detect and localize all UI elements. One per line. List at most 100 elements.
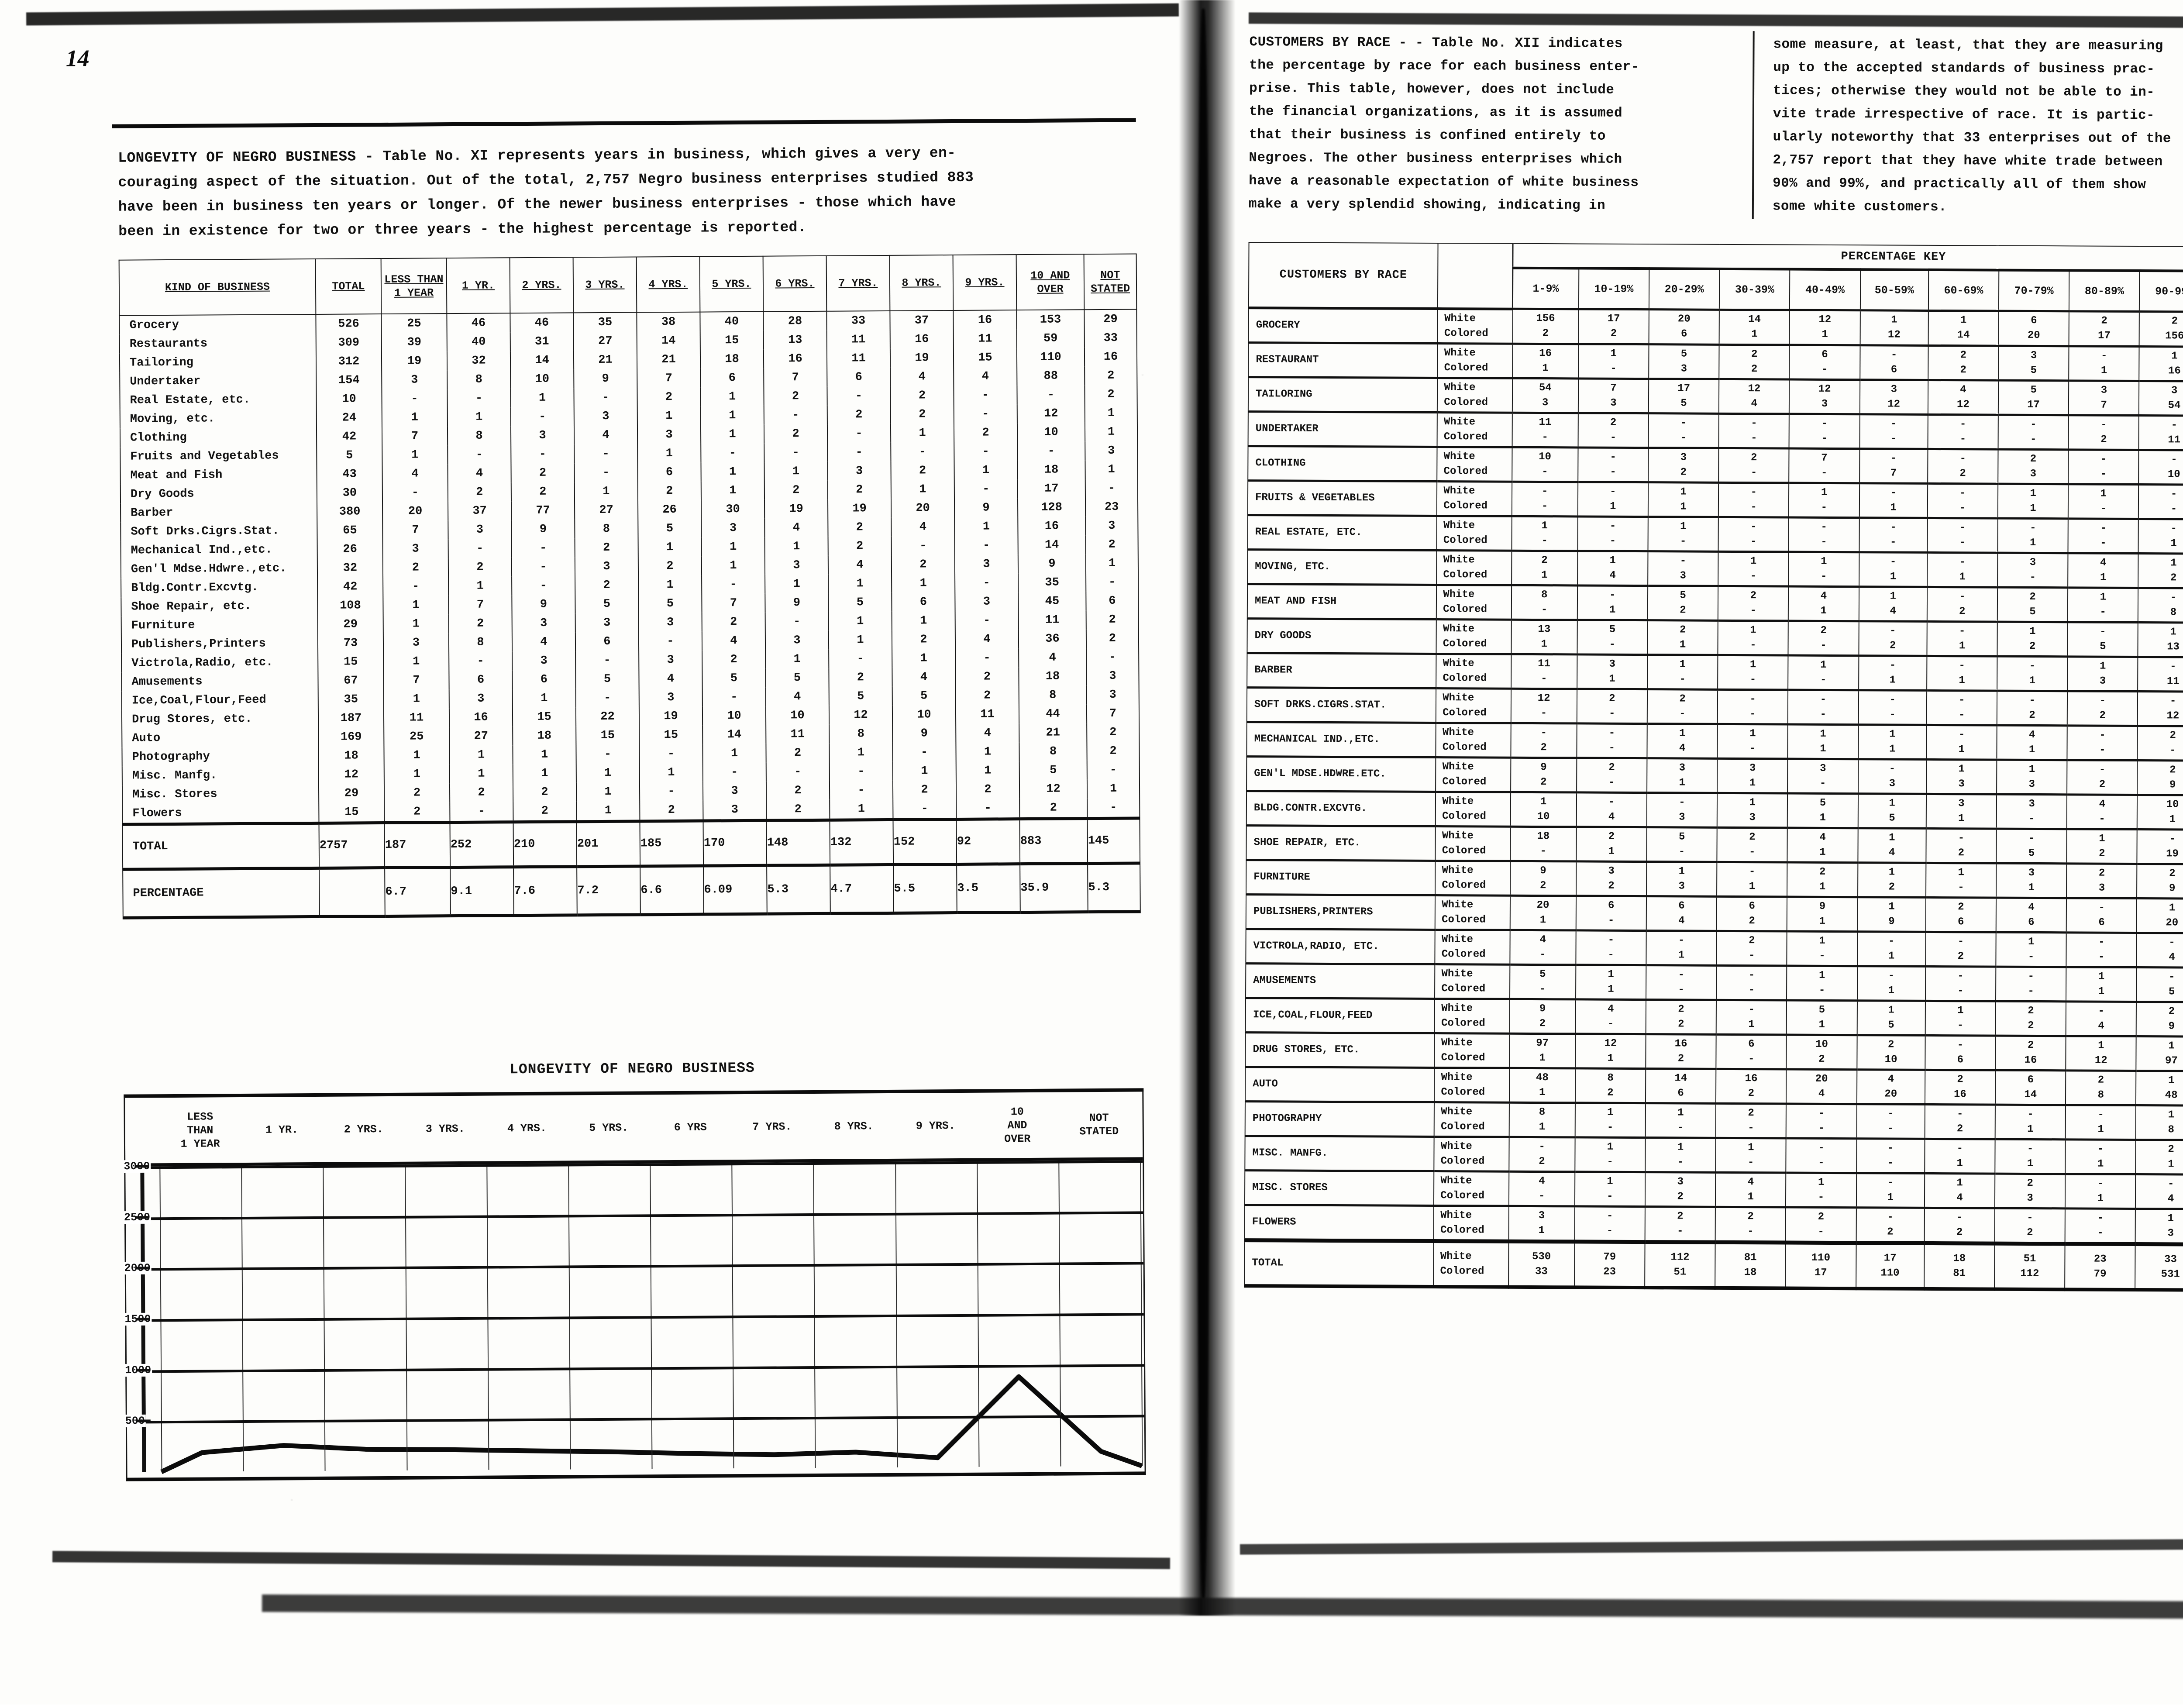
kind-of-business-cell: Auto: [122, 727, 319, 748]
value-colored: -: [1889, 709, 1896, 721]
value-colored: -: [1821, 363, 1828, 375]
value-white: 1: [1607, 1106, 1614, 1119]
data-cell: 5: [317, 446, 382, 465]
value-colored: 3: [2027, 1192, 2033, 1204]
data-cell: 10 1: [2137, 795, 2183, 830]
data-cell: 2: [764, 386, 827, 406]
value-colored: 6: [2028, 916, 2035, 928]
race-label-cell: White Colored: [1437, 412, 1512, 447]
value-white: 2: [1749, 831, 1756, 843]
value-white: 1: [1540, 795, 1547, 808]
race-label-white: White: [1440, 1174, 1472, 1187]
data-cell: -2: [1924, 1207, 1995, 1243]
data-cell: 1: [830, 799, 893, 820]
value-white: -: [1890, 556, 1897, 568]
value-colored: -: [1749, 846, 1756, 858]
value-colored: 1: [2097, 1158, 2104, 1170]
value-white: 1: [2170, 557, 2177, 569]
th-percentage-range: 90-99%: [2139, 271, 2183, 312]
chart-y-axis-tick: [137, 1368, 151, 1372]
data-cell: -5: [1996, 828, 2067, 864]
data-cell: 7: [382, 427, 448, 446]
data-cell: 2: [638, 556, 702, 576]
data-cell: 26: [638, 500, 702, 520]
value-white: 11: [1539, 416, 1552, 428]
value-white: 8: [1539, 1106, 1546, 1118]
value-colored: -: [1677, 1156, 1684, 1168]
value-white: 3: [2029, 556, 2036, 568]
data-cell: 3: [638, 613, 702, 632]
value-white: 9: [1540, 864, 1546, 877]
race-label-white: White: [1443, 450, 1475, 462]
kind-of-business-cell: Moving, etc.: [120, 408, 317, 429]
value-white: 12: [1748, 382, 1761, 395]
data-cell: -: [702, 687, 766, 707]
value-white: -: [1957, 935, 1964, 947]
data-cell: -4: [2066, 1001, 2137, 1037]
race-label-cell: White Colored: [1436, 688, 1511, 723]
business-name-cell: AUTO: [1245, 1067, 1435, 1102]
data-cell: --: [1856, 1138, 1925, 1173]
total-cell: 51 112: [1994, 1243, 2065, 1289]
data-cell: 3: [510, 426, 575, 445]
value-colored: -: [1818, 984, 1825, 996]
data-cell: 1-: [1645, 1137, 1716, 1172]
race-label-colored: Colored: [1441, 1017, 1485, 1030]
business-name-cell: MISC. STORES: [1244, 1170, 1434, 1206]
data-cell: 29: [318, 784, 385, 803]
data-cell: 32: [447, 351, 511, 371]
race-label-white: White: [1443, 519, 1475, 531]
data-cell: 3: [448, 520, 512, 540]
data-cell: 15: [512, 707, 576, 727]
data-cell: 1-: [1647, 654, 1718, 689]
value-white: 5: [2030, 384, 2037, 396]
data-cell: -1: [1857, 966, 1926, 1001]
data-cell: 312: [316, 352, 382, 371]
data-cell: 1: [702, 744, 766, 763]
race-label-cell: White Colored: [1436, 585, 1512, 620]
value-colored: 6: [1957, 1054, 1964, 1066]
value-white: -: [1959, 625, 1966, 637]
data-cell: 6: [575, 632, 639, 651]
value-white: 1: [2167, 1212, 2174, 1224]
value-white: 1: [1749, 796, 1756, 809]
data-cell: 6-: [1576, 895, 1646, 931]
value-colored: -: [1751, 432, 1757, 444]
race-label-colored: Colored: [1442, 913, 1486, 926]
value-colored: 1: [1888, 950, 1895, 962]
data-cell: --: [2067, 725, 2138, 761]
value-white: 2: [2169, 729, 2176, 741]
data-cell: 12: [318, 765, 384, 784]
business-name-cell: RESTAURANT: [1248, 342, 1438, 378]
data-cell: 2: [637, 387, 701, 407]
data-cell: 3: [575, 613, 639, 633]
data-cell: -: [829, 780, 893, 800]
value-colored: 2: [1540, 776, 1547, 788]
data-cell: 2-: [1718, 585, 1789, 621]
data-cell: -: [829, 761, 893, 781]
total-row: TOTAL 2757 187 252 210 201 185 170 148 132 152 92 88…: [122, 818, 1140, 870]
chart-y-axis-tick: [136, 1267, 150, 1270]
data-cell: 40: [447, 332, 510, 352]
data-cell: -: [510, 407, 574, 427]
data-cell: 35: [318, 690, 384, 709]
data-cell: 7: [382, 520, 448, 540]
value-white: -: [1959, 452, 1966, 465]
race-label-cell: White Colored: [1436, 792, 1511, 826]
value-colored: 54: [2168, 399, 2181, 411]
data-cell: 12: [829, 705, 893, 725]
data-cell: 2: [384, 802, 450, 823]
data-cell: --: [1996, 966, 2066, 1002]
race-label-cell: White Colored: [1436, 550, 1512, 585]
data-cell: -1: [1577, 585, 1648, 620]
value-colored: -: [1819, 777, 1826, 789]
value-colored: 1: [1609, 604, 1616, 616]
value-white: -: [2171, 419, 2178, 431]
value-white: -: [1750, 520, 1757, 533]
th-percentage-range: 60-69%: [1928, 269, 1999, 311]
value-colored: 531: [2161, 1268, 2180, 1280]
value-colored: 2: [1610, 328, 1617, 340]
page-number-left: 14: [65, 45, 90, 72]
